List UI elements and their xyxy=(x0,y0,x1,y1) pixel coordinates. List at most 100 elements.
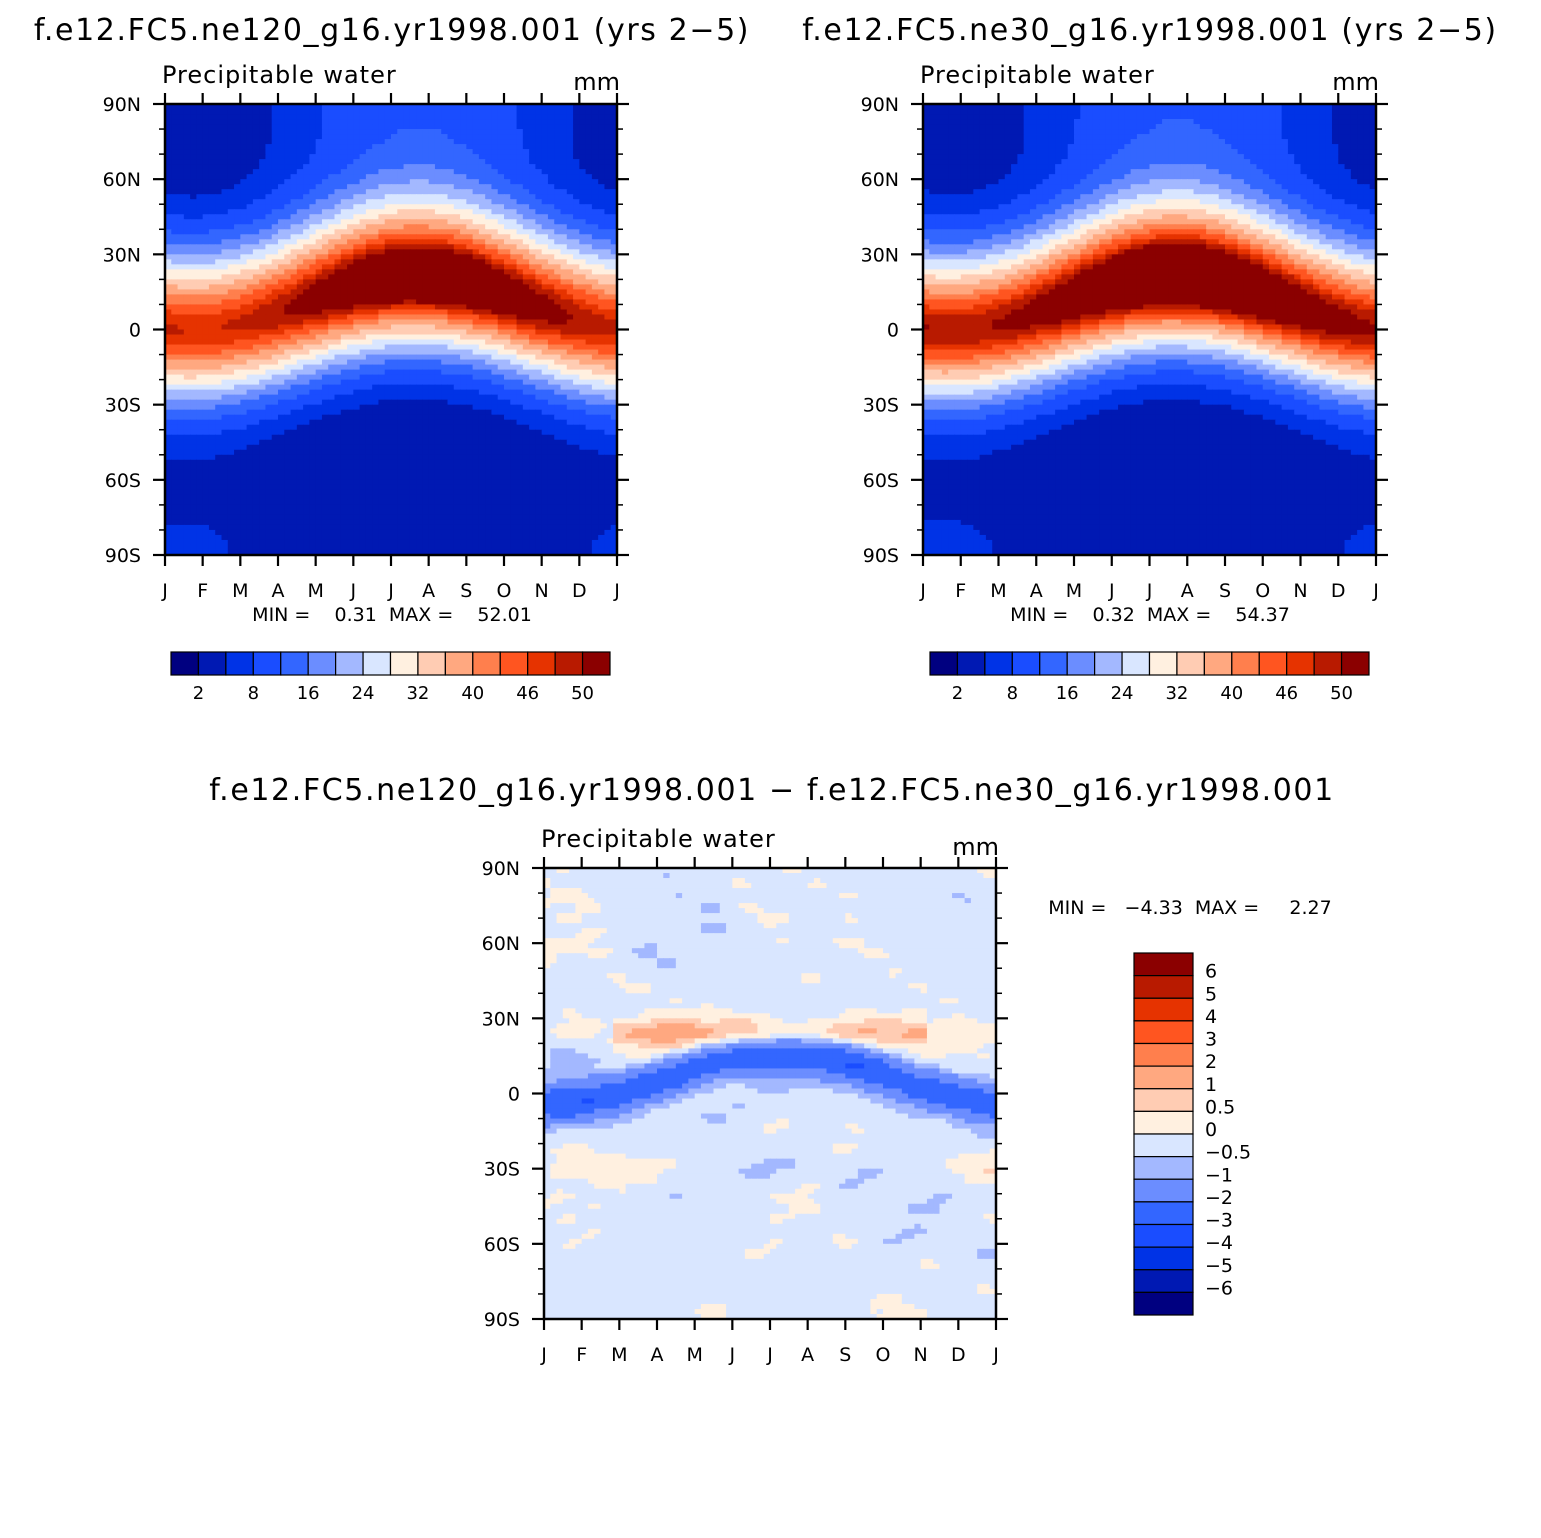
field-cell xyxy=(416,194,423,200)
field-cell xyxy=(422,109,430,115)
field-cell xyxy=(177,324,185,331)
field-cell xyxy=(441,164,449,170)
field-cell xyxy=(196,434,204,441)
field-cell xyxy=(246,194,254,200)
field-cell xyxy=(334,174,342,180)
field-cell xyxy=(190,369,197,376)
field-cell xyxy=(391,379,398,386)
field-cell xyxy=(504,349,511,356)
field-cell xyxy=(497,274,505,280)
field-cell xyxy=(290,329,298,336)
field-cell xyxy=(441,364,449,371)
field-cell xyxy=(497,134,505,140)
field-cell xyxy=(334,209,342,215)
field-cell xyxy=(240,344,248,351)
field-cell xyxy=(221,349,229,356)
field-cell xyxy=(227,439,235,446)
field-cell xyxy=(171,324,179,331)
field-cell xyxy=(259,109,267,115)
field-cell xyxy=(573,384,580,391)
field-cell xyxy=(598,314,606,321)
field-cell xyxy=(296,144,304,150)
field-cell xyxy=(504,424,511,431)
field-cell xyxy=(303,364,310,371)
field-cell xyxy=(604,234,612,240)
field-cell xyxy=(566,164,574,170)
field-cell xyxy=(573,284,580,291)
field-cell xyxy=(183,164,191,170)
field-cell xyxy=(516,409,524,416)
field-cell xyxy=(478,154,486,160)
field-cell xyxy=(347,299,354,306)
field-cell xyxy=(428,159,436,165)
field-cell xyxy=(422,249,430,255)
field-cell xyxy=(428,239,436,245)
field-cell xyxy=(453,404,461,411)
field-cell xyxy=(510,409,518,416)
field-cell xyxy=(560,204,568,210)
field-cell xyxy=(284,169,292,175)
field-cell xyxy=(610,219,618,225)
field-cell xyxy=(585,199,593,205)
field-cell xyxy=(252,334,260,341)
field-cell xyxy=(378,274,386,280)
field-cell xyxy=(265,334,273,341)
field-cell xyxy=(259,289,267,296)
field-cell xyxy=(265,114,273,120)
field-cell xyxy=(290,259,298,265)
field-cell xyxy=(315,194,323,200)
field-cell xyxy=(202,329,210,336)
field-cell xyxy=(208,109,216,115)
field-cell xyxy=(472,289,480,296)
field-cell xyxy=(560,309,568,316)
field-cell xyxy=(560,304,568,311)
field-cell xyxy=(334,164,342,170)
field-cell xyxy=(466,194,474,200)
field-cell xyxy=(271,164,279,170)
field-cell xyxy=(252,284,260,291)
field-cell xyxy=(303,324,310,331)
field-cell xyxy=(259,429,267,436)
field-cell xyxy=(466,364,474,371)
field-cell xyxy=(215,214,223,220)
field-cell xyxy=(579,399,587,406)
field-cell xyxy=(585,274,593,280)
field-cell xyxy=(227,269,235,275)
field-cell xyxy=(434,344,442,351)
field-cell xyxy=(529,184,536,190)
field-cell xyxy=(441,129,449,135)
field-cell xyxy=(340,409,348,416)
field-cell xyxy=(315,289,323,296)
field-cell xyxy=(246,204,254,210)
field-cell xyxy=(353,319,361,326)
field-cell xyxy=(598,324,606,331)
field-cell xyxy=(497,114,505,120)
field-cell xyxy=(347,389,354,396)
field-cell xyxy=(215,269,223,275)
field-cell xyxy=(334,409,342,416)
field-cell xyxy=(321,349,329,356)
field-cell xyxy=(309,229,317,235)
field-cell xyxy=(529,124,536,130)
field-cell xyxy=(573,254,580,260)
field-cell xyxy=(183,309,191,316)
field-cell xyxy=(384,209,392,215)
field-cell xyxy=(334,124,342,130)
field-cell xyxy=(541,369,549,376)
field-cell xyxy=(221,279,229,285)
field-cell xyxy=(252,429,260,436)
field-cell xyxy=(591,224,599,230)
field-cell xyxy=(290,164,298,170)
field-cell xyxy=(227,444,235,451)
field-cell xyxy=(591,329,599,336)
field-cell xyxy=(246,229,254,235)
field-cell xyxy=(265,434,273,441)
field-cell xyxy=(591,299,599,306)
field-cell xyxy=(453,414,461,421)
field-cell xyxy=(397,109,405,115)
field-cell xyxy=(591,419,599,426)
field-cell xyxy=(183,229,191,235)
field-cell xyxy=(384,349,392,356)
field-cell xyxy=(604,289,612,296)
field-cell xyxy=(403,174,411,180)
